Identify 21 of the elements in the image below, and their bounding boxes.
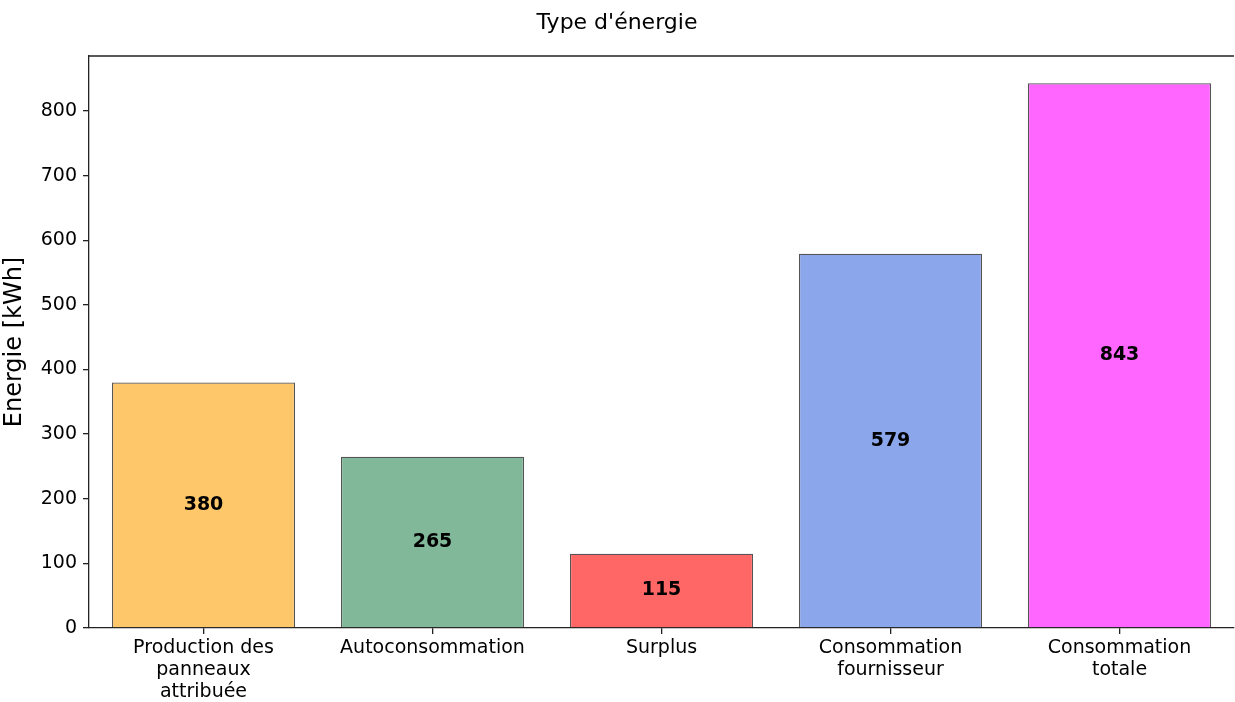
y-tick-label: 600 bbox=[40, 227, 77, 250]
x-tick-label: Production des panneaux attribuée bbox=[133, 634, 274, 702]
data-label: 579 bbox=[870, 427, 911, 450]
y-tick-label: 700 bbox=[40, 162, 77, 185]
y-tick-label: 500 bbox=[40, 291, 77, 314]
y-axis-title: Energie [kWh] bbox=[0, 256, 27, 428]
y-tick-label: 300 bbox=[40, 421, 77, 444]
y-tick-label: 800 bbox=[40, 97, 77, 120]
x-tick-label: Surplus bbox=[625, 634, 698, 657]
x-tick-label: Autoconsommation bbox=[340, 634, 525, 657]
y-tick-label: 200 bbox=[40, 485, 77, 508]
y-tick-label: 100 bbox=[40, 550, 77, 573]
x-tick-label: Consommation totale bbox=[1047, 634, 1192, 679]
data-label: 380 bbox=[183, 491, 224, 514]
data-label: 265 bbox=[412, 528, 453, 551]
chart-title: Type d'énergie bbox=[535, 8, 698, 34]
data-label: 115 bbox=[641, 577, 682, 600]
y-tick-label: 0 bbox=[64, 614, 77, 637]
x-tick-label: Consommation fournisseur bbox=[818, 634, 963, 679]
y-tick-label: 400 bbox=[40, 356, 77, 379]
data-label: 843 bbox=[1099, 342, 1140, 365]
